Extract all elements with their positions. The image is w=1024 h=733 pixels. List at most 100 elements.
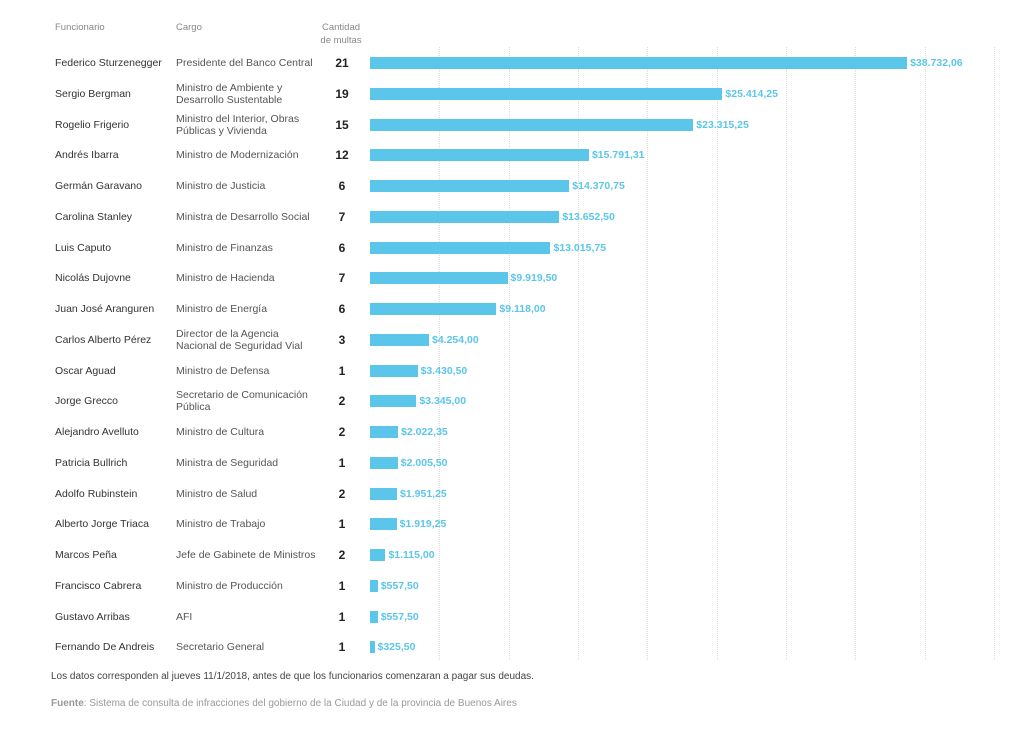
cargo-text: AFI [176,610,193,623]
bar [370,364,418,377]
funcionario-name: Andrés Ibarra [55,149,119,162]
table-row: Adolfo Rubinstein Ministro de Salud 2 $1.95… [0,479,1024,509]
funcionario-name: Oscar Aguad [55,364,116,377]
footer-note: Los datos corresponden al jueves 11/1/20… [51,671,534,682]
funcionario-name: Patricia Bullrich [55,456,128,469]
bar [370,579,378,592]
cargo-text: Ministro de Trabajo [176,518,266,531]
bar-value-label: $1.919,25 [399,518,447,531]
bar-value-label: $557,50 [380,610,419,623]
funcionario-name: Juan José Aranguren [55,303,155,315]
bar-value-label: $13.015,75 [553,241,607,254]
cargo-text: Ministro de Energía [176,303,268,315]
cargo-text: Ministro de Hacienda [176,272,275,285]
column-header-funcionario: Funcionario [55,22,105,33]
bar [370,303,497,315]
gridline [994,47,995,660]
multas-count: 7 [338,209,346,224]
funcionario-name: Alejandro Avelluto [55,426,139,438]
bar [370,456,398,469]
funcionario-name: Carolina Stanley [55,210,133,223]
bar-value-label: $14.370,75 [572,180,625,192]
table-row: Francisco Cabrera Ministro de Producción 1… [0,571,1024,601]
multas-count: 2 [338,548,346,562]
table-row: Luis Caputo Ministro de Finanzas 6 $13.015,… [0,233,1024,263]
bar-value-label: $15.791,31 [591,149,645,162]
bar-value-label: $9.118,00 [499,303,546,315]
bar-value-label: $3.345,00 [419,395,467,408]
bar [370,518,397,531]
funcionario-name: Francisco Cabrera [55,579,142,592]
footer-source-label: Fuente [51,698,84,709]
bar-value-label: $38.732,06 [910,57,963,69]
bar [370,241,551,254]
multas-count: 1 [338,455,346,470]
table-row: Nicolás Dujovne Ministro de Hacienda 7 $9.9… [0,263,1024,293]
table-row: Juan José Aranguren Ministro de Energía 6 $… [0,294,1024,324]
bar [370,210,560,223]
bar-value-label: $325,50 [377,641,416,654]
funcionario-name: Rogelio Frigerio [55,118,130,131]
column-header-cantidad-line2: de multas [320,35,362,46]
table-row: Oscar Aguad Ministro de Defensa 1 $3.430,50 [0,356,1024,386]
cargo-text: Ministro del Interior, Obras Públicas y … [176,112,300,137]
bar-value-label: $25.414,25 [725,87,778,100]
table-row: Carolina Stanley Ministra de Desarrollo S… [0,202,1024,232]
bar [370,610,378,623]
table-row: Patricia Bullrich Ministra de Seguridad 1 $… [0,448,1024,478]
table-row: Gustavo Arribas AFI 1 $557,50 [0,602,1024,632]
table-row: Marcos Peña Jefe de Gabinete de Ministros… [0,540,1024,570]
cargo-text: Ministro de Justicia [176,180,266,192]
cargo-text: Ministro de Finanzas [176,241,273,254]
bar [370,549,386,561]
multas-count: 1 [338,517,346,532]
table-row: Rogelio Frigerio Ministro del Interior, O… [0,110,1024,140]
column-header-cargo: Cargo [176,22,202,33]
multas-count: 12 [335,148,349,163]
bar [370,272,508,285]
table-row: Andrés Ibarra Ministro de Modernización 12… [0,140,1024,170]
cargo-text: Presidente del Banco Central [176,57,313,69]
table-row: Fernando De Andreis Secretario General 1 $3… [0,632,1024,662]
bar [370,87,723,100]
multas-count: 1 [338,640,346,655]
bar-value-label: $1.115,00 [388,549,435,561]
funcionario-name: Carlos Alberto Pérez [55,333,152,346]
multas-count: 19 [335,86,349,101]
cargo-text: Ministro de Producción [176,579,283,592]
funcionario-name: Gustavo Arribas [55,610,130,623]
footer-source: Fuente: Sistema de consulta de infraccio… [51,698,517,709]
table-row: Alejandro Avelluto Ministro de Cultura 2 $2… [0,417,1024,447]
bar [370,180,570,192]
bar [370,57,908,69]
funcionario-name: Federico Sturzenegger [55,57,162,69]
gridline [508,47,510,660]
funcionario-name: Sergio Bergman [55,87,131,100]
cargo-text: Ministro de Defensa [176,364,270,377]
multas-count: 6 [338,302,346,316]
bar [370,333,429,346]
bar [370,395,417,408]
bar-value-label: $2.022,35 [401,426,448,438]
gridline [578,47,579,660]
bar [370,426,399,438]
multas-count: 1 [338,609,346,624]
bar [370,149,589,162]
table-row: Germán Garavano Ministro de Justicia 6 $14.… [0,171,1024,201]
cargo-text: Ministra de Desarrollo Social [176,210,310,223]
gridline [439,47,441,660]
bar-value-label: $13.652,50 [562,210,615,223]
gridline [855,47,857,660]
bar-value-label: $23.315,25 [696,118,749,131]
funcionario-name: Germán Garavano [55,180,142,192]
multas-count: 2 [338,425,346,439]
table-row: Sergio Bergman Ministro de Ambiente y Des… [0,79,1024,109]
bar [370,118,694,131]
table-row: Jorge Grecco Secretario de Comunicación P… [0,386,1024,416]
bar-value-label: $1.951,25 [400,487,447,500]
funcionario-name: Luis Caputo [55,241,112,254]
bar-value-label: $4.254,00 [431,333,479,346]
column-header-cantidad-line1: Cantidad [321,22,361,33]
cargo-text: Jefe de Gabinete de Ministros [176,549,316,561]
